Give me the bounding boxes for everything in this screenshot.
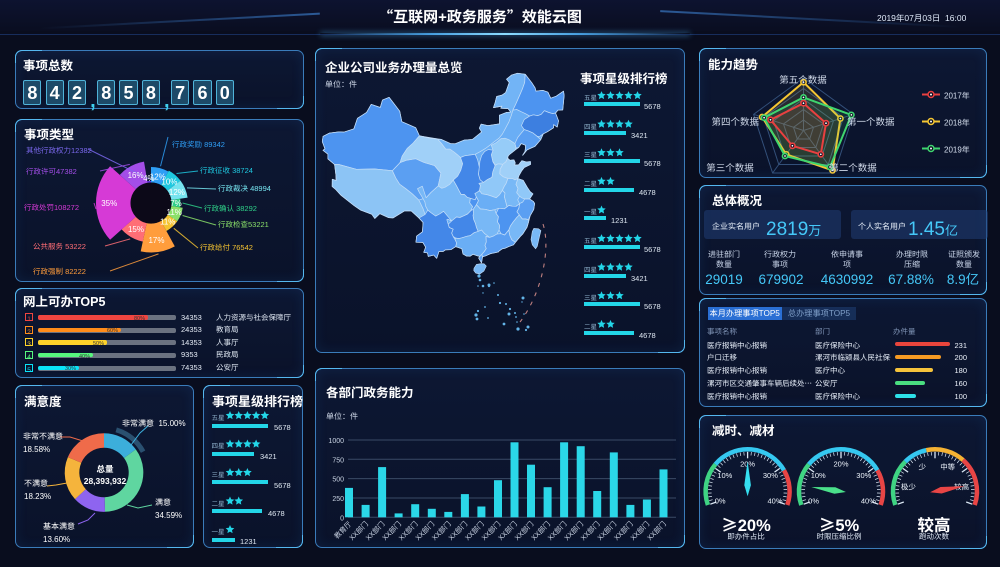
svg-text:极少: 极少 — [901, 482, 916, 493]
svg-text:10%: 10% — [717, 470, 732, 481]
svg-text:11%: 11% — [160, 217, 175, 228]
svg-text:0%: 0% — [715, 496, 726, 507]
svg-text:30%: 30% — [763, 470, 778, 481]
svg-text:2019年: 2019年 — [944, 145, 970, 156]
svg-text:0%: 0% — [808, 496, 819, 507]
svg-text:10%: 10% — [161, 177, 177, 188]
svg-text:1000: 1000 — [328, 436, 344, 446]
svg-text:500: 500 — [332, 475, 344, 485]
svg-text:少: 少 — [919, 461, 927, 472]
svg-text:17%: 17% — [148, 235, 164, 246]
svg-text:较高: 较高 — [954, 482, 969, 493]
svg-text:35%: 35% — [101, 198, 117, 209]
svg-text:15%: 15% — [128, 224, 144, 235]
svg-text:12%: 12% — [150, 172, 166, 183]
svg-text:4%: 4% — [143, 173, 155, 184]
svg-text:16%: 16% — [128, 170, 144, 181]
svg-text:40%: 40% — [861, 496, 876, 507]
svg-text:7%: 7% — [170, 198, 182, 209]
svg-text:2017年: 2017年 — [944, 91, 970, 102]
svg-text:30%: 30% — [856, 470, 871, 481]
svg-text:12%: 12% — [169, 187, 185, 198]
svg-text:20%: 20% — [833, 458, 848, 469]
svg-text:中等: 中等 — [940, 461, 955, 472]
svg-text:250: 250 — [332, 494, 344, 504]
svg-text:2018年: 2018年 — [944, 118, 970, 129]
svg-text:11%: 11% — [166, 207, 181, 218]
svg-text:40%: 40% — [767, 496, 782, 507]
svg-text:10%: 10% — [811, 470, 826, 481]
svg-text:750: 750 — [332, 455, 344, 465]
svg-text:0: 0 — [340, 513, 344, 523]
